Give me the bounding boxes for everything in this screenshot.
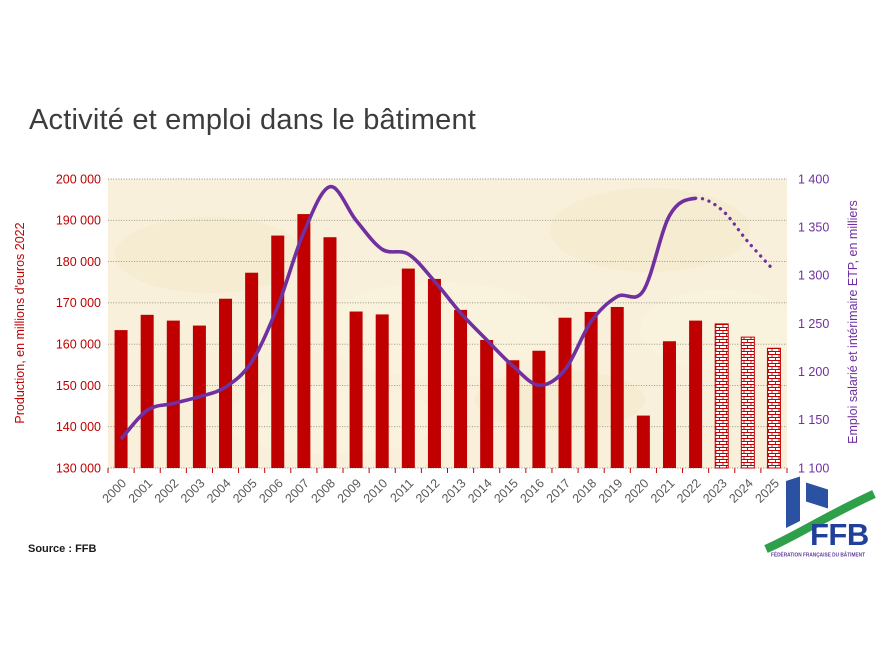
x-axis-label-2020: 2020 [622, 476, 652, 506]
x-axis-label-2003: 2003 [178, 476, 208, 506]
left-axis-tick-label: 160 000 [56, 338, 101, 352]
x-axis-label-2010: 2010 [361, 476, 391, 506]
bar-2017 [558, 317, 572, 468]
bar-2000 [114, 330, 128, 468]
bar-2025 [766, 347, 781, 469]
logo-caption: FÉDÉRATION FRANÇAISE DU BÂTIMENT [771, 551, 865, 559]
logo-building-left-icon [786, 476, 800, 528]
bar-2012 [427, 278, 441, 468]
left-axis-tick-label: 180 000 [56, 255, 101, 269]
logo-building-right-icon [806, 482, 828, 509]
employment-line [119, 184, 696, 441]
bar-2015 [506, 360, 520, 468]
bar-2004 [219, 298, 233, 468]
left-axis-title: Production, en millions d'euros 2022 [13, 222, 27, 423]
x-axis-label-2004: 2004 [204, 476, 234, 506]
x-axis-label-2021: 2021 [648, 476, 678, 506]
x-axis-label-2007: 2007 [282, 476, 312, 506]
logo-swoosh-icon [764, 490, 876, 553]
left-axis-tick-label: 150 000 [56, 379, 101, 393]
bar-2018 [584, 311, 598, 468]
right-axis-tick-label: 1 400 [798, 172, 829, 186]
x-axis-label-2009: 2009 [335, 476, 365, 506]
x-axis-label-2013: 2013 [439, 476, 469, 506]
bar-2011 [401, 268, 415, 468]
bar-2006 [271, 235, 285, 468]
logo-text: FFB [810, 517, 869, 552]
x-axis-label-2008: 2008 [309, 476, 339, 506]
bar-2019 [610, 306, 624, 468]
x-axis-label-2024: 2024 [726, 476, 756, 506]
left-axis-tick-label: 170 000 [56, 296, 101, 310]
employment-line-forecast [693, 196, 776, 273]
bar-2023 [714, 323, 729, 469]
x-axis-label-2022: 2022 [674, 476, 704, 506]
bar-2002 [166, 320, 180, 468]
x-axis-label-2017: 2017 [544, 476, 574, 506]
right-axis-title: Emploi salarié et intérimaire ETP, en mi… [846, 200, 860, 444]
bar-2020 [636, 415, 650, 468]
left-axis-tick-label: 190 000 [56, 214, 101, 228]
right-axis-tick-label: 1 350 [798, 221, 829, 235]
bar-2001 [140, 314, 154, 468]
x-axis-label-2011: 2011 [388, 476, 417, 505]
right-axis-tick-label: 1 200 [798, 365, 829, 379]
bar-2008 [323, 237, 337, 468]
x-axis-label-2016: 2016 [517, 476, 547, 506]
x-axis-label-2005: 2005 [230, 476, 260, 506]
bar-2024 [740, 336, 755, 469]
bar-2022 [689, 320, 703, 468]
right-axis-tick-label: 1 150 [798, 413, 829, 427]
left-axis-tick-label: 130 000 [56, 461, 101, 475]
x-axis-label-2015: 2015 [491, 476, 521, 506]
ffb-logo: FFB FÉDÉRATION FRANÇAISE DU BÂTIMENT [764, 476, 876, 559]
right-axis-tick-label: 1 100 [798, 461, 829, 475]
x-axis-label-2012: 2012 [413, 476, 443, 506]
background-texture [550, 188, 750, 272]
x-axis-label-2023: 2023 [700, 476, 730, 506]
page-title: Activité et emploi dans le bâtiment [29, 104, 477, 136]
bar-2009 [349, 311, 363, 468]
x-axis-label-2019: 2019 [596, 476, 626, 506]
bar-2021 [662, 341, 676, 468]
bar-2014 [480, 340, 494, 468]
bar-2013 [454, 309, 468, 468]
bar-2010 [375, 314, 389, 468]
bar-2005 [245, 272, 259, 468]
x-axis-label-2014: 2014 [465, 476, 495, 506]
x-axis-label-2000: 2000 [100, 476, 130, 506]
x-axis-label-2001: 2001 [126, 476, 156, 506]
left-axis-tick-label: 140 000 [56, 420, 101, 434]
right-axis-tick-label: 1 300 [798, 269, 829, 283]
source-note: Source : FFB [28, 543, 97, 555]
x-axis-label-2006: 2006 [256, 476, 286, 506]
right-axis-tick-label: 1 250 [798, 317, 829, 331]
bar-2016 [532, 350, 546, 468]
x-axis-label-2018: 2018 [570, 476, 600, 506]
bar-2007 [297, 214, 311, 468]
left-axis-tick-label: 200 000 [56, 172, 101, 186]
x-axis-label-2002: 2002 [152, 476, 182, 506]
